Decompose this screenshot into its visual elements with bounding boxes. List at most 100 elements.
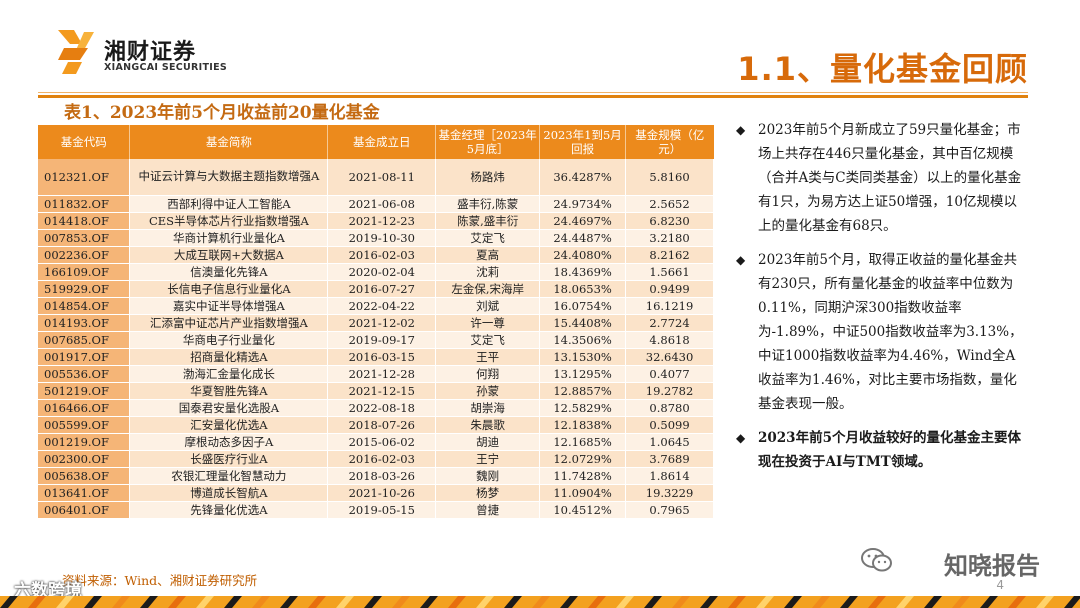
page-title: 1.1、量化基金回顾 <box>737 50 1028 88</box>
header-divider <box>38 95 1028 98</box>
stripe-segment <box>308 596 326 608</box>
bullet-item: ◆ 2023年前5个月收益较好的量化基金主要体现在投资于AI与TMT领域。 <box>736 426 1026 474</box>
logo-name-cn: 湘财证券 <box>104 40 197 65</box>
header-fund-size: 基金规模（亿元） <box>625 125 714 159</box>
bullet-item: ◆ 2023年前5个月，取得正收益的量化基金共有230只，所有量化基金的收益率中… <box>736 248 1026 416</box>
table-row: 006401.OF 先锋量化优选A 2019-05-15 曾捷 10.4512% 0.79… <box>38 501 714 519</box>
watermark-right: 知晓报告 <box>944 552 1040 580</box>
diamond-bullet-icon: ◆ <box>736 253 746 267</box>
cell-return: 16.0754% <box>539 297 627 315</box>
stripe-segment <box>980 596 998 608</box>
cell-fund-size: 1.5661 <box>625 263 714 281</box>
table-row: 011832.OF 西部利得中证人工智能A 2021-06-08 盛丰衍,陈蒙 24.9… <box>38 195 714 213</box>
cell-fund-size: 6.8230 <box>625 212 714 230</box>
table-row: 007853.OF 华商计算机行业量化A 2019-10-30 艾定飞 24.4487%… <box>38 229 714 247</box>
cell-return: 24.4080% <box>539 246 627 264</box>
cell-fund-code: 002300.OF <box>38 450 131 468</box>
header-inception-date: 基金成立日 <box>327 125 437 159</box>
header-fund-code: 基金代码 <box>38 125 131 159</box>
stripe-segment <box>616 596 634 608</box>
stripe-segment <box>700 596 718 608</box>
stripe-segment <box>84 596 102 608</box>
cell-fund-size: 3.2180 <box>625 229 714 247</box>
table-caption: 表1、2023年前5个月收益前20量化基金 <box>64 103 380 123</box>
cell-inception-date: 2016-02-03 <box>327 246 437 264</box>
wechat-icon <box>861 548 892 572</box>
cell-fund-size: 0.5099 <box>625 416 714 434</box>
cell-fund-manager: 杨梦 <box>435 484 541 502</box>
cell-fund-size: 19.2782 <box>625 382 714 400</box>
cell-fund-name: 中证云计算与大数据主题指数增强A <box>129 159 329 196</box>
cell-fund-name: 西部利得中证人工智能A <box>129 195 329 213</box>
cell-fund-code: 007853.OF <box>38 229 131 247</box>
cell-fund-manager: 王宁 <box>435 450 541 468</box>
cell-fund-manager: 夏高 <box>435 246 541 264</box>
stripe-segment <box>588 596 606 608</box>
cell-return: 12.1838% <box>539 416 627 434</box>
cell-inception-date: 2021-12-02 <box>327 314 437 332</box>
cell-fund-code: 001219.OF <box>38 433 131 451</box>
table-row: 005638.OF 农银汇理量化智慧动力 2018-03-26 魏刚 11.7428% 1… <box>38 467 714 485</box>
cell-fund-code: 501219.OF <box>38 382 131 400</box>
cell-fund-code: 005599.OF <box>38 416 131 434</box>
cell-fund-name: 国泰君安量化选股A <box>129 399 329 417</box>
cell-fund-code: 014193.OF <box>38 314 131 332</box>
summary-bullets: ◆ 2023年前5个月新成立了59只量化基金；市场上共存在446只量化基金，其中… <box>736 118 1026 484</box>
cell-fund-manager: 沈莉 <box>435 263 541 281</box>
cell-fund-name: 大成互联网+大数据A <box>129 246 329 264</box>
cell-return: 12.5829% <box>539 399 627 417</box>
cell-fund-size: 0.8780 <box>625 399 714 417</box>
cell-fund-manager: 左金保,宋海岸 <box>435 280 541 298</box>
cell-fund-manager: 艾定飞 <box>435 331 541 349</box>
cell-fund-manager: 王平 <box>435 348 541 366</box>
stripe-segment <box>504 596 522 608</box>
cell-inception-date: 2022-04-22 <box>327 297 437 315</box>
cell-inception-date: 2020-02-04 <box>327 263 437 281</box>
bullet-item: ◆ 2023年前5个月新成立了59只量化基金；市场上共存在446只量化基金，其中… <box>736 118 1026 238</box>
header-fund-manager: 基金经理［2023年5月底］ <box>435 125 541 159</box>
cell-return: 11.0904% <box>539 484 627 502</box>
cell-fund-code: 006401.OF <box>38 501 131 519</box>
table-row: 005599.OF 汇安量化优选A 2018-07-26 朱晨歌 12.1838% 0.5… <box>38 416 714 434</box>
cell-fund-size: 2.5652 <box>625 195 714 213</box>
stripe-segment <box>224 596 242 608</box>
cell-return: 14.3506% <box>539 331 627 349</box>
data-source: 资料来源：Wind、湘财证券研究所 <box>62 573 258 588</box>
cell-fund-size: 2.7724 <box>625 314 714 332</box>
cell-fund-name: CES半导体芯片行业指数增强A <box>129 212 329 230</box>
cell-inception-date: 2019-10-30 <box>327 229 437 247</box>
cell-inception-date: 2016-07-27 <box>327 280 437 298</box>
cell-fund-manager: 杨路炜 <box>435 159 541 196</box>
cell-fund-code: 016466.OF <box>38 399 131 417</box>
cell-fund-name: 华商计算机行业量化A <box>129 229 329 247</box>
table-row: 013641.OF 博道成长智航A 2021-10-26 杨梦 11.0904% 19.3… <box>38 484 714 502</box>
cell-return: 18.0653% <box>539 280 627 298</box>
cell-inception-date: 2016-02-03 <box>327 450 437 468</box>
header-fund-name: 基金简称 <box>129 125 329 159</box>
cell-fund-size: 19.3229 <box>625 484 714 502</box>
cell-fund-manager: 陈蒙,盛丰衍 <box>435 212 541 230</box>
cell-fund-name: 汇添富中证芯片产业指数增强A <box>129 314 329 332</box>
table-row: 002300.OF 长盛医疗行业A 2016-02-03 王宁 12.0729% 3.76… <box>38 450 714 468</box>
cell-inception-date: 2018-03-26 <box>327 467 437 485</box>
cell-fund-name: 长盛医疗行业A <box>129 450 329 468</box>
cell-return: 24.9734% <box>539 195 627 213</box>
cell-fund-name: 华商电子行业量化 <box>129 331 329 349</box>
stripe-segment <box>420 596 438 608</box>
table-row: 016466.OF 国泰君安量化选股A 2022-08-18 胡崇海 12.5829% 0… <box>38 399 714 417</box>
cell-fund-code: 005638.OF <box>38 467 131 485</box>
stripe-segment <box>1064 596 1080 608</box>
cell-fund-name: 农银汇理量化智慧动力 <box>129 467 329 485</box>
cell-return: 11.7428% <box>539 467 627 485</box>
stripe-segment <box>896 596 914 608</box>
cell-return: 13.1295% <box>539 365 627 383</box>
cell-fund-name: 摩根动态多因子A <box>129 433 329 451</box>
cell-fund-size: 5.8160 <box>625 159 714 196</box>
cell-fund-manager: 魏刚 <box>435 467 541 485</box>
cell-fund-manager: 盛丰衍,陈蒙 <box>435 195 541 213</box>
cell-return: 24.4487% <box>539 229 627 247</box>
stripe-segment <box>196 596 214 608</box>
table-row: 014193.OF 汇添富中证芯片产业指数增强A 2021-12-02 许一尊 15.4… <box>38 314 714 332</box>
cell-inception-date: 2021-10-26 <box>327 484 437 502</box>
stripe-segment <box>1008 596 1026 608</box>
